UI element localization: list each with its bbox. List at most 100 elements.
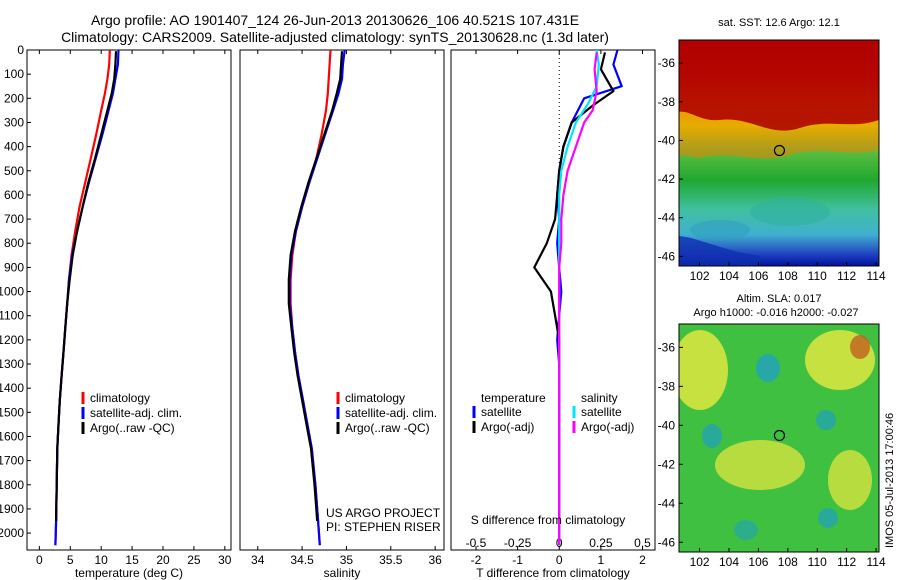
x-tick-label: 34 (251, 553, 265, 567)
legend-label-temp-satellite: satellite (481, 405, 522, 419)
x-tick-label: 110 (808, 555, 827, 569)
series-line-argo-raw-qc (287, 51, 344, 522)
y-tick-label: 500 (4, 164, 24, 178)
y-tick-label: 1900 (0, 502, 24, 516)
x-tick-label: 112 (837, 269, 856, 283)
salinity-panel-frame (239, 49, 445, 551)
difference-legend: temperature salinity satellite Argo(-adj… (472, 391, 634, 434)
sla-high (679, 330, 728, 410)
difference-panel-frame (450, 49, 656, 551)
sla-map-title: Altim. SLA: 0.017 (737, 293, 822, 305)
header-line1: Argo profile: AO 1901407_124 26-Jun-2013… (91, 12, 579, 28)
sla-map-frame (678, 323, 880, 553)
legend-title-salinity: salinity (581, 391, 618, 405)
sla-low (734, 520, 758, 540)
y-tick-label: -40 (658, 133, 676, 147)
legend-label-argo: Argo(..raw -QC) (345, 421, 430, 435)
sla-map-axes: 102 104 106 108 110 112 114 -36 -38 -40 -42 -44 -46 (658, 340, 886, 569)
y-tick-label: -46 (658, 249, 676, 263)
y-tick-label: 0 (17, 43, 24, 57)
x-tick-label: 0 (36, 553, 43, 567)
x-tick-label: 0 (556, 553, 563, 567)
series-line-satellite-adj-clim (288, 49, 346, 546)
x-tick-label: 20 (156, 553, 170, 567)
difference-plot: -2 -1 0 1 2-0.5 -0.25 0 0.25 0.5T difference fro… (466, 49, 651, 580)
y-tick-label: 1600 (0, 429, 24, 443)
y-tick-label: 1100 (0, 309, 24, 323)
x-tick-label: 114 (866, 555, 885, 569)
temperature-panel-frame (26, 49, 232, 551)
pi-label: PI: STEPHEN RISER (326, 520, 441, 534)
y-tick-label: 200 (4, 91, 24, 105)
y-tick-label: 1800 (0, 478, 24, 492)
x-tick-label: 108 (778, 555, 798, 569)
project-label: US ARGO PROJECT (326, 506, 441, 520)
sst-map (679, 40, 879, 266)
y-tick-label: -40 (658, 418, 676, 432)
y-tick-label: 800 (4, 236, 24, 250)
x-tick-label: -2 (471, 553, 482, 567)
sla-low (702, 424, 722, 448)
x-tick-label: 114 (866, 269, 885, 283)
legend-label-climatology: climatology (345, 391, 405, 405)
x-tick-label: 102 (690, 269, 710, 283)
x-tick-label: 112 (837, 555, 856, 569)
legend-label-sal-argo: Argo(-adj) (581, 420, 634, 434)
legend-label-argo: Argo(..raw -QC) (90, 421, 175, 435)
series-line-temperature-argo-adj (533, 52, 615, 521)
s-tick-label: 0.25 (589, 536, 613, 550)
s-tick-label: 0.5 (634, 536, 651, 550)
sst-orange-band (679, 111, 879, 159)
y-tick-label: -46 (658, 535, 676, 549)
series-line-salinity-argo-adj (558, 52, 598, 546)
x-axis-label: temperature (deg C) (75, 566, 183, 580)
y-tick-label: 700 (4, 212, 24, 226)
x-axis-label: salinity (324, 566, 361, 580)
sla-high (850, 335, 870, 359)
y-tick-label: 1300 (0, 357, 24, 371)
series-line-satellite-adj-clim (54, 49, 120, 546)
timestamp-stamp: IMOS 05-Jul-2013 17:00:46 (884, 413, 896, 548)
y-tick-label: 1000 (0, 285, 24, 299)
sst-cool-patch (750, 198, 830, 226)
x-tick-label: 35.5 (379, 553, 403, 567)
sla-low (818, 508, 838, 528)
y-tick-label: 400 (4, 140, 24, 154)
x-tick-label: 108 (778, 269, 798, 283)
x-tick-label: 5 (67, 553, 74, 567)
sst-map-title: sat. SST: 12.6 Argo: 12.1 (718, 17, 840, 29)
x-tick-label: 25 (187, 553, 201, 567)
sst-warm-front (679, 40, 879, 131)
x-tick-label: 1 (598, 553, 605, 567)
x-tick-label: 30 (218, 553, 232, 567)
y-tick-label: 2000 (0, 526, 24, 540)
sla-map-subtitle: Argo h1000: -0.016 h2000: -0.027 (693, 307, 858, 319)
sst-cold-corner (679, 236, 760, 266)
legend-label-satellite: satellite-adj. clim. (345, 406, 437, 420)
y-tick-label: -42 (658, 172, 676, 186)
x-tick-label: 106 (748, 555, 768, 569)
series-line-temperature-satellite (556, 49, 623, 546)
s-difference-label: S difference from climatology (471, 513, 626, 527)
sla-high (828, 450, 872, 510)
x-tick-label: 106 (748, 269, 768, 283)
x-tick-label: 34.5 (290, 553, 314, 567)
series-line-climatology (54, 49, 111, 546)
sst-map-axes: 102 104 106 108 110 112 114 -36 -38 -40 -42 -44 -46 (658, 56, 886, 283)
x-tick-label: 35 (340, 553, 354, 567)
y-tick-label: 300 (4, 115, 24, 129)
header-line2: Climatology: CARS2009. Satellite-adjuste… (61, 29, 609, 45)
argo-location-marker (773, 429, 786, 442)
y-tick-label: -38 (658, 379, 676, 393)
y-tick-label: 1500 (0, 405, 24, 419)
temperature-legend: climatology satellite-adj. clim. Argo(..… (81, 391, 182, 435)
y-tick-label: 1700 (0, 454, 24, 468)
s-tick-label: -0.5 (466, 536, 487, 550)
y-tick-label: 600 (4, 188, 24, 202)
s-tick-label: -0.25 (504, 536, 532, 550)
sla-map (679, 324, 879, 552)
y-tick-label: -38 (658, 95, 676, 109)
y-tick-label: 1200 (0, 333, 24, 347)
x-tick-label: 15 (125, 553, 139, 567)
